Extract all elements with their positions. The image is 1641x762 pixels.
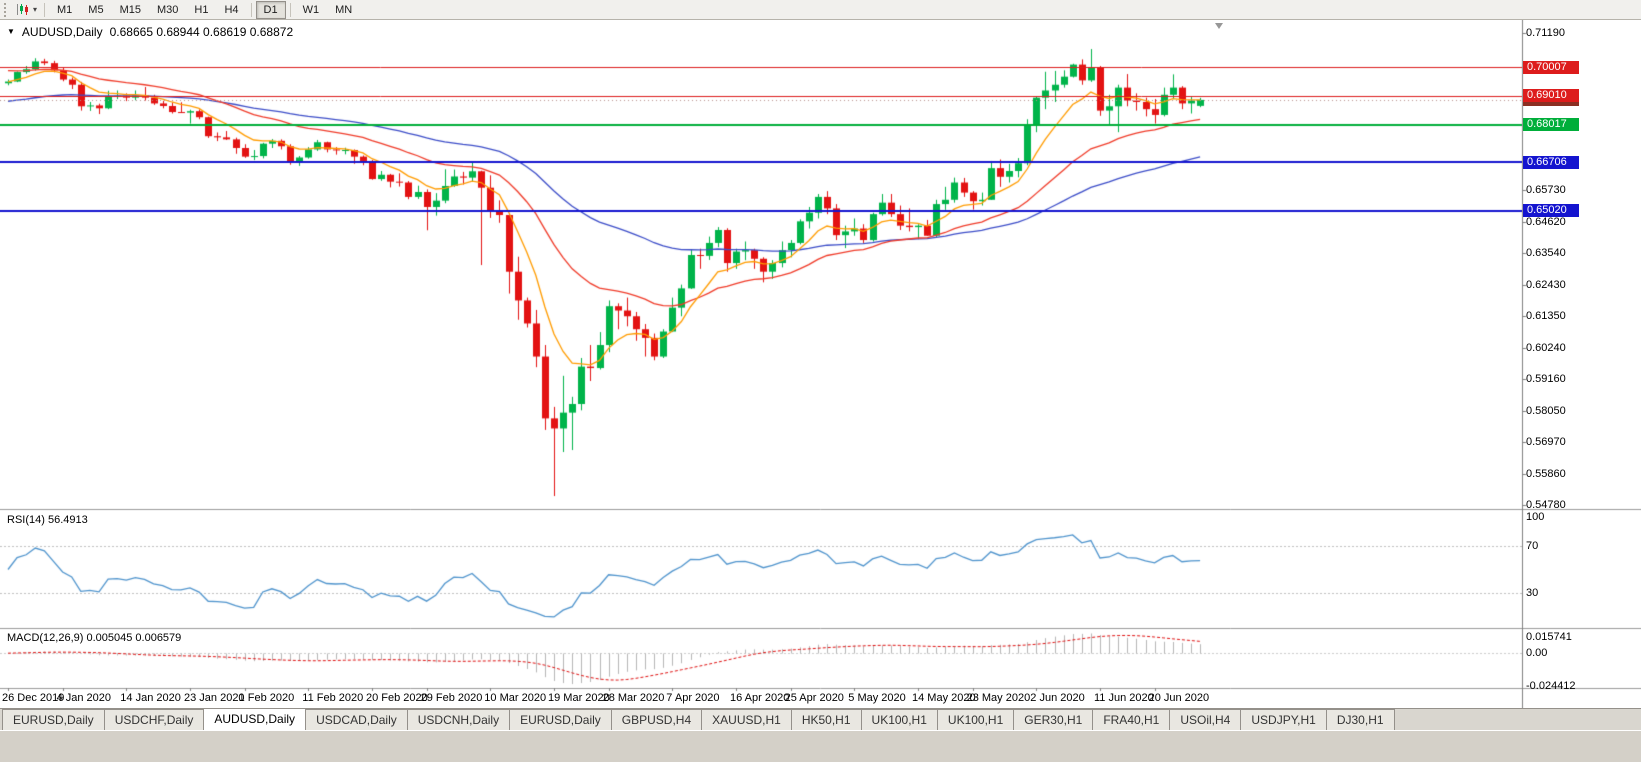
price-level-badge: 0.70007 xyxy=(1523,60,1579,74)
timeframe-button-m30[interactable]: M30 xyxy=(156,3,179,16)
timeframe-button-w1[interactable]: W1 xyxy=(302,3,320,16)
date-axis-label: 16 Apr 2020 xyxy=(730,692,790,704)
price-axis-label: 0.62430 xyxy=(1526,279,1566,292)
chart-tab-audusd-daily[interactable]: AUDUSD,Daily xyxy=(203,709,307,730)
timeframe-button-d1[interactable]: D1 xyxy=(255,0,286,19)
macd-indicator-label: MACD(12,26,9) 0.005045 0.006579 xyxy=(7,632,182,644)
date-axis-label: 10 Mar 2020 xyxy=(484,692,547,704)
date-axis-label: 5 May 2020 xyxy=(848,692,906,704)
price-axis-label: 0.63540 xyxy=(1526,247,1566,260)
chart-tab-eurusd-daily[interactable]: EURUSD,Daily xyxy=(509,709,612,730)
chart-tab-uk100-h1[interactable]: UK100,H1 xyxy=(936,709,1015,730)
chart-type-button[interactable]: ▾ xyxy=(13,2,40,17)
chart-tab-hk50-h1[interactable]: HK50,H1 xyxy=(790,709,862,730)
timeframe-button-h1[interactable]: H1 xyxy=(194,3,209,16)
chart-shift-marker-icon[interactable] xyxy=(1215,23,1223,29)
chart-tab-bar: EURUSD,Daily USDCHF,Daily AUDUSD,Daily USDC… xyxy=(0,708,1641,730)
date-axis-label: 29 Feb 2020 xyxy=(420,692,483,704)
chart-tab-uk100-h1[interactable]: UK100,H1 xyxy=(860,709,938,730)
chart-ohlc-values: 0.68665 0.68944 0.68619 0.68872 xyxy=(109,25,294,39)
date-axis-label: 4 Jan 2020 xyxy=(56,692,112,704)
chart-window: ▼ AUDUSD,Daily 0.68665 0.68944 0.68619 0… xyxy=(0,20,1641,708)
date-axis-label: 2 Jun 2020 xyxy=(1030,692,1085,704)
timeframe-toolbar: ▾ M1 M5 M15 M30 H1 H4 D1 W1 MN xyxy=(0,0,1641,20)
date-axis-label: 14 Jan 2020 xyxy=(120,692,181,704)
date-axis-label: 7 Apr 2020 xyxy=(666,692,720,704)
macd-axis-label: 0.00 xyxy=(1526,647,1548,660)
toolbar-grip[interactable] xyxy=(4,2,9,17)
price-axis-label: 0.61350 xyxy=(1526,310,1566,323)
date-axis-label: 19 Mar 2020 xyxy=(548,692,610,704)
date-axis-label: 20 Jun 2020 xyxy=(1148,692,1210,704)
price-axis-label: 0.65730 xyxy=(1526,184,1566,197)
price-axis-label: 0.58050 xyxy=(1526,405,1566,418)
date-axis-label: 1 Feb 2020 xyxy=(238,692,295,704)
rsi-axis-label: 30 xyxy=(1526,586,1539,599)
price-axis-label: 0.71190 xyxy=(1526,27,1565,40)
date-axis-label: 23 Jan 2020 xyxy=(184,692,245,704)
date-axis-label: 14 May 2020 xyxy=(912,692,976,704)
chart-tab-dj30-h1[interactable]: DJ30,H1 xyxy=(1325,709,1395,730)
chart-tab-usdcad-daily[interactable]: USDCAD,Daily xyxy=(305,709,408,730)
chart-tab-xauusd-h1[interactable]: XAUUSD,H1 xyxy=(701,709,792,730)
toolbar-separator xyxy=(250,2,252,17)
price-axis-label: 0.59160 xyxy=(1526,373,1566,386)
date-axis-label: 11 Feb 2020 xyxy=(302,692,364,704)
chart-menu-icon[interactable]: ▼ xyxy=(7,27,15,36)
chevron-down-icon: ▾ xyxy=(33,4,38,14)
price-axis-label: 0.56970 xyxy=(1526,436,1566,449)
date-axis-label: 28 Mar 2020 xyxy=(602,692,665,704)
date-axis-label: 11 Jun 2020 xyxy=(1094,692,1154,704)
timeframe-button-m1[interactable]: M1 xyxy=(57,3,73,16)
rsi-indicator-label: RSI(14) 56.4913 xyxy=(7,514,88,526)
date-axis-label: 26 Dec 2019 xyxy=(2,692,65,704)
toolbar-separator xyxy=(44,2,46,17)
candlestick-chart-icon xyxy=(17,4,28,15)
price-level-badge: 0.69010 xyxy=(1523,89,1579,103)
timeframe-button-h4[interactable]: H4 xyxy=(224,3,239,16)
chart-tab-ger30-h1[interactable]: GER30,H1 xyxy=(1013,709,1094,730)
timeframe-button-m5[interactable]: M5 xyxy=(88,3,104,16)
date-axis-label: 25 Apr 2020 xyxy=(784,692,844,704)
date-axis-label: 23 May 2020 xyxy=(966,692,1031,704)
chart-tab-usdjpy-h1[interactable]: USDJPY,H1 xyxy=(1240,709,1327,730)
status-bar xyxy=(0,730,1641,762)
timeframe-button-mn[interactable]: MN xyxy=(335,3,353,16)
chart-tab-usdchf-daily[interactable]: USDCHF,Daily xyxy=(103,709,205,730)
price-axis-label: 0.55860 xyxy=(1526,468,1566,481)
price-axis-label: 0.54780 xyxy=(1526,499,1566,512)
macd-axis-label: -0.024412 xyxy=(1526,680,1576,692)
price-chart-canvas[interactable] xyxy=(0,20,1641,708)
price-level-badge: 0.65020 xyxy=(1523,204,1579,218)
price-level-badge: 0.68017 xyxy=(1523,118,1579,131)
price-axis-label: 0.60240 xyxy=(1526,342,1566,355)
chart-symbol-period: AUDUSD,Daily xyxy=(21,25,103,39)
price-axis-label: 0.64620 xyxy=(1526,216,1566,229)
timeframe-button-m15[interactable]: M15 xyxy=(119,3,141,16)
macd-axis-label: 0.015741 xyxy=(1526,631,1572,643)
chart-tab-usoil-h4[interactable]: USOil,H4 xyxy=(1169,709,1242,730)
chart-tab-gbpusd-h4[interactable]: GBPUSD,H4 xyxy=(610,709,703,730)
price-level-badge: 0.66706 xyxy=(1523,155,1579,169)
timeframe-buttons: M1 M5 M15 M30 H1 H4 D1 W1 MN xyxy=(49,0,360,19)
rsi-axis-label: 100 xyxy=(1526,511,1545,523)
chart-title: ▼ AUDUSD,Daily 0.68665 0.68944 0.68619 0… xyxy=(7,25,293,39)
chart-tab-usdcnh-daily[interactable]: USDCNH,Daily xyxy=(406,709,511,730)
rsi-axis-label: 70 xyxy=(1526,540,1539,553)
chart-tab-fra40-h1[interactable]: FRA40,H1 xyxy=(1092,709,1171,730)
toolbar-separator xyxy=(289,2,291,17)
date-axis-label: 20 Feb 2020 xyxy=(366,692,428,704)
chart-tab-eurusd-daily[interactable]: EURUSD,Daily xyxy=(2,709,105,730)
